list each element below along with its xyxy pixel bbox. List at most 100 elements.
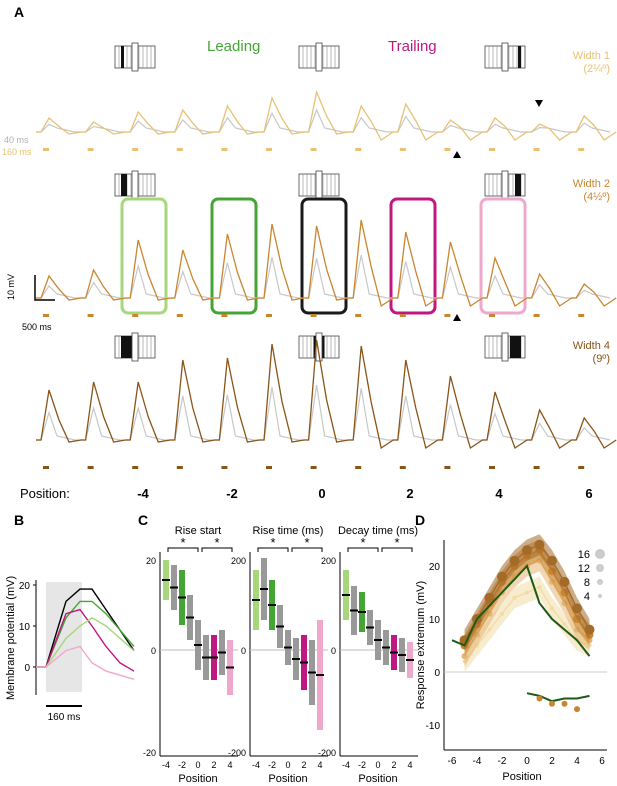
stimulus-marker <box>444 314 451 317</box>
highlight-box <box>210 197 258 315</box>
data-point <box>459 635 470 646</box>
data-point <box>534 539 545 550</box>
legend-label: 16 <box>578 549 590 561</box>
x-tick-label: 2 <box>301 760 306 770</box>
data-point <box>561 700 568 707</box>
legend-dot <box>596 564 604 572</box>
legend-dot <box>595 549 605 559</box>
stimulus-marker <box>355 148 362 151</box>
x-tick-label: 2 <box>391 760 396 770</box>
panel-b-plot: Membrane potential (mV) 0 10 20 160 ms <box>5 576 135 723</box>
mean-trace <box>36 616 135 668</box>
y-tick-label: 0 <box>24 663 30 674</box>
stimulus-marker <box>176 148 183 151</box>
legend-label: 4 <box>584 591 590 603</box>
stimulus-marker <box>444 148 451 151</box>
stimulus-marker <box>221 466 228 469</box>
stimulus-icon <box>298 332 340 362</box>
stimulus-marker <box>355 466 362 469</box>
sig-star: * <box>304 535 309 550</box>
stimulus-icon <box>298 170 340 200</box>
arrowhead-up <box>453 314 461 321</box>
y-tick-label: 0 <box>241 646 246 656</box>
x-tick-label: -2 <box>498 756 507 767</box>
stimulus-marker <box>399 148 406 151</box>
scale-ms-label: 500 ms <box>22 322 52 332</box>
stimulus-marker <box>310 314 317 317</box>
x-tick-label: 4 <box>317 760 322 770</box>
sig-bracket <box>347 547 379 552</box>
stimulus-marker <box>399 314 406 317</box>
stimulus-marker <box>533 148 540 151</box>
x-tick-label: -4 <box>252 760 260 770</box>
legend-dot <box>598 594 602 598</box>
dur-160-label: 160 ms <box>2 147 32 157</box>
x-tick-label: 2 <box>549 756 555 767</box>
leading-label: Leading <box>207 38 261 55</box>
highlight-box <box>120 197 168 315</box>
stimulus-marker <box>533 466 540 469</box>
x-tick-label: 0 <box>285 760 290 770</box>
sig-star: * <box>360 535 365 550</box>
sig-star: * <box>394 535 399 550</box>
data-point <box>547 555 557 566</box>
icon-bar <box>121 174 127 196</box>
scale-bar <box>34 275 55 301</box>
trace-160ms <box>36 89 617 141</box>
subplot-title: Decay time (ms) <box>338 525 418 537</box>
data-point <box>559 576 570 587</box>
data-point <box>537 585 542 590</box>
position-tick: 2 <box>406 486 414 501</box>
data-point <box>484 592 495 603</box>
trailing-label: Trailing <box>388 38 437 55</box>
panel-b-letter: B <box>14 512 25 528</box>
icon-center <box>131 42 139 72</box>
dur-40-label: 40 ms <box>4 135 29 145</box>
stim-shade <box>46 582 82 692</box>
x-tick-label: -4 <box>473 756 482 767</box>
x-tick-label: 0 <box>524 756 530 767</box>
position-label: Position: <box>20 486 70 501</box>
stimulus-icon <box>114 170 156 200</box>
x-tick-label: -4 <box>342 760 350 770</box>
stimulus-marker <box>310 148 317 151</box>
trace-160ms <box>36 339 617 450</box>
x-tick-label: 0 <box>375 760 380 770</box>
stimulus-marker <box>221 148 228 151</box>
ci-band <box>464 534 590 651</box>
width4-label: Width 4 (9º) <box>572 340 610 365</box>
x-axis-label: Position <box>502 771 541 783</box>
stimulus-icon <box>484 332 526 362</box>
legend-label: 8 <box>584 577 590 589</box>
x-axis-label: Position <box>178 773 217 785</box>
sig-bracket <box>381 547 413 552</box>
x-axis-label: Position <box>268 773 307 785</box>
sig-bracket <box>201 547 233 552</box>
y-tick-label: 20 <box>146 556 156 566</box>
mean-trace <box>36 645 135 680</box>
position-tick: -2 <box>226 486 238 501</box>
x-tick-label: 4 <box>574 756 580 767</box>
highlight-box <box>389 197 437 315</box>
stimulus-icon <box>298 42 340 72</box>
stimulus-icon <box>114 332 156 362</box>
width2-label: Width 2 (4½º) <box>572 178 610 203</box>
stimulus-marker <box>87 148 94 151</box>
arrowhead-up <box>453 151 461 158</box>
icon-bar <box>510 336 521 358</box>
trace-40ms <box>36 108 611 133</box>
icon-center <box>131 170 139 200</box>
stimulus-marker <box>266 148 272 151</box>
stimulus-marker <box>87 314 94 317</box>
y-tick-label: 200 <box>321 556 336 566</box>
y-tick-label: 200 <box>231 556 246 566</box>
x-tick-label: -6 <box>448 756 457 767</box>
data-point <box>572 603 582 614</box>
x-tick-label: 4 <box>227 760 232 770</box>
y-tick-label: -20 <box>143 748 156 758</box>
x-axis-label: Position <box>358 773 397 785</box>
stimulus-marker <box>43 314 49 317</box>
y-tick-label: -10 <box>426 721 441 732</box>
legend-dot <box>597 579 603 585</box>
